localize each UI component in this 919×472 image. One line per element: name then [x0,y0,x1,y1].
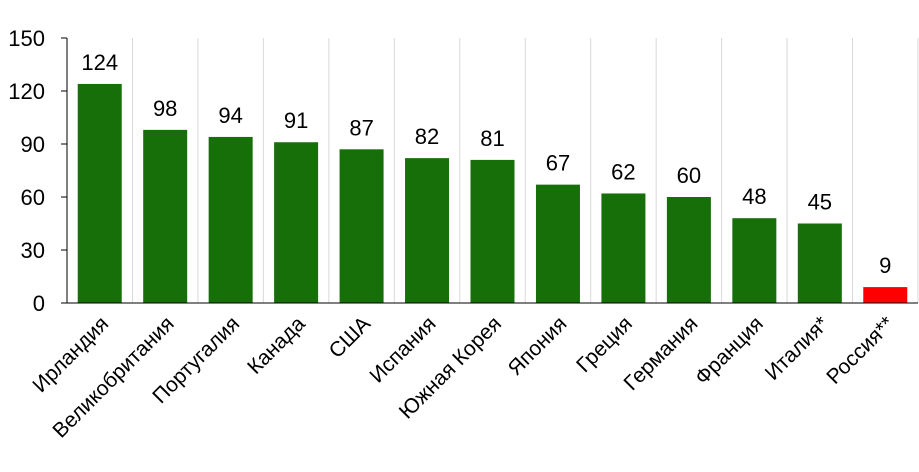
x-tick-label: Франция [691,312,768,389]
value-label: 60 [677,163,701,188]
bar [405,158,450,303]
bar [208,136,253,303]
value-label: 9 [879,253,891,278]
value-label: 67 [546,151,570,176]
bar [863,287,908,303]
bar [339,149,384,303]
value-label: 82 [415,124,439,149]
value-label: 87 [349,115,373,140]
value-label: 48 [742,184,766,209]
x-tick-label: Россия** [822,312,899,389]
x-tick-label: Канада [243,312,310,379]
bar [470,159,515,303]
y-tick-label: 150 [8,26,45,51]
value-label: 94 [218,103,242,128]
value-label: 81 [480,126,504,151]
bar [274,142,319,303]
bar [535,184,580,303]
bar [666,197,711,303]
y-tick-label: 60 [21,185,45,210]
y-tick-label: 30 [21,238,45,263]
value-label: 45 [808,190,832,215]
y-tick-label: 120 [8,79,45,104]
bar [143,129,188,303]
value-label: 124 [81,50,118,75]
value-label: 91 [284,108,308,133]
value-label: 98 [153,96,177,121]
y-tick-label: 0 [33,291,45,316]
x-tick-label: Япония [504,312,572,380]
bar [797,223,842,303]
y-tick-label: 90 [21,132,45,157]
x-tick-label: Великобритания [48,312,178,442]
bar [77,83,122,303]
x-tick-label: США [325,312,376,363]
x-tick-label: Греция [572,312,637,377]
bar [601,193,646,303]
value-label: 62 [611,159,635,184]
bar [732,218,777,303]
